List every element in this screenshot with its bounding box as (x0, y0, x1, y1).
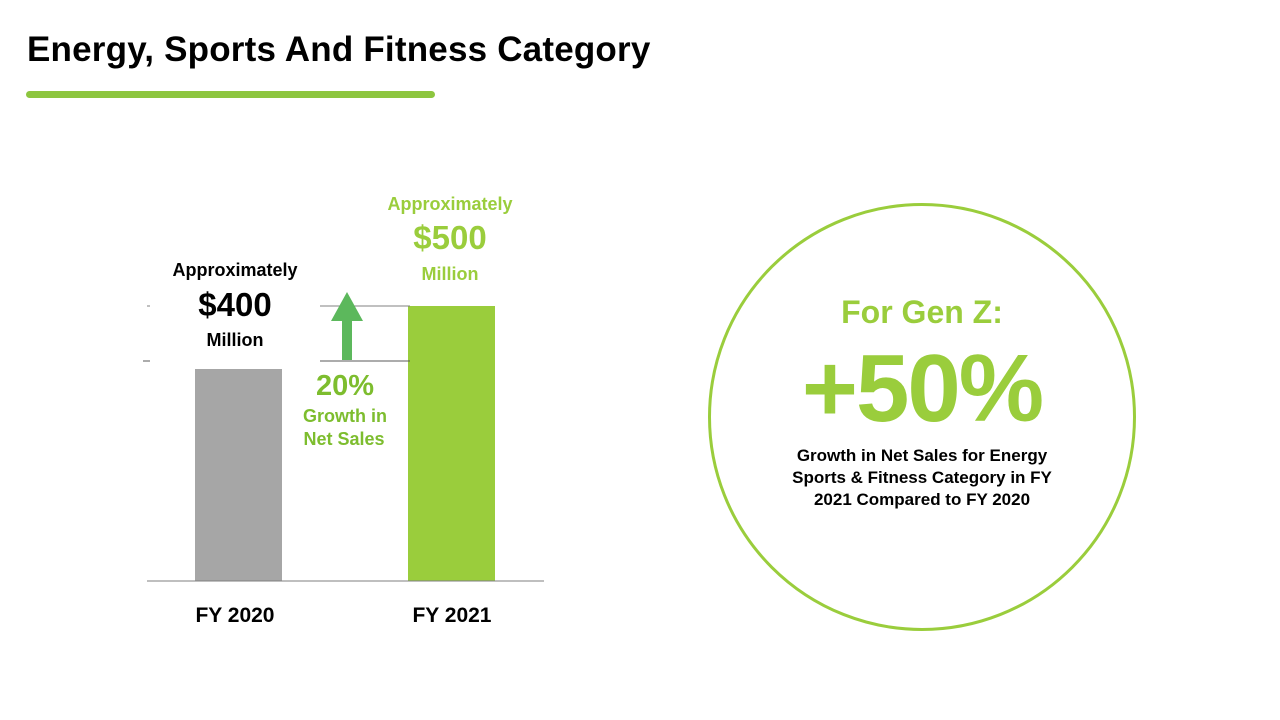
fy2020-label-box (150, 303, 320, 369)
growth-annotation-value: 20% (316, 370, 374, 402)
data-label-value: $500 (413, 219, 486, 256)
gen-z-callout-circle (708, 203, 1136, 631)
data-label-prefix: Approximately (387, 194, 512, 214)
data-label-prefix: Approximately (172, 260, 297, 280)
arrow-up-icon (331, 292, 363, 360)
callout-big-value: +50% (801, 335, 1044, 442)
callout-heading: For Gen Z: (841, 294, 1003, 330)
x-tick-label: FY 2020 (195, 604, 274, 627)
x-tick-label: FY 2021 (412, 604, 491, 627)
growth-annotation-line1: Growth in (303, 406, 387, 426)
page-title: Energy, Sports And Fitness Category (27, 30, 651, 69)
bar-fy-2021 (408, 306, 495, 581)
data-label-suffix: Million (207, 330, 264, 350)
data-label-suffix: Million (422, 264, 479, 284)
data-label-value: $400 (198, 286, 271, 323)
callout-description: Growth in Net Sales for Energy Sports & … (792, 446, 1052, 509)
title-underline (26, 91, 435, 98)
bar-fy-2020 (195, 361, 282, 581)
growth-annotation-line2: Net Sales (303, 429, 384, 449)
